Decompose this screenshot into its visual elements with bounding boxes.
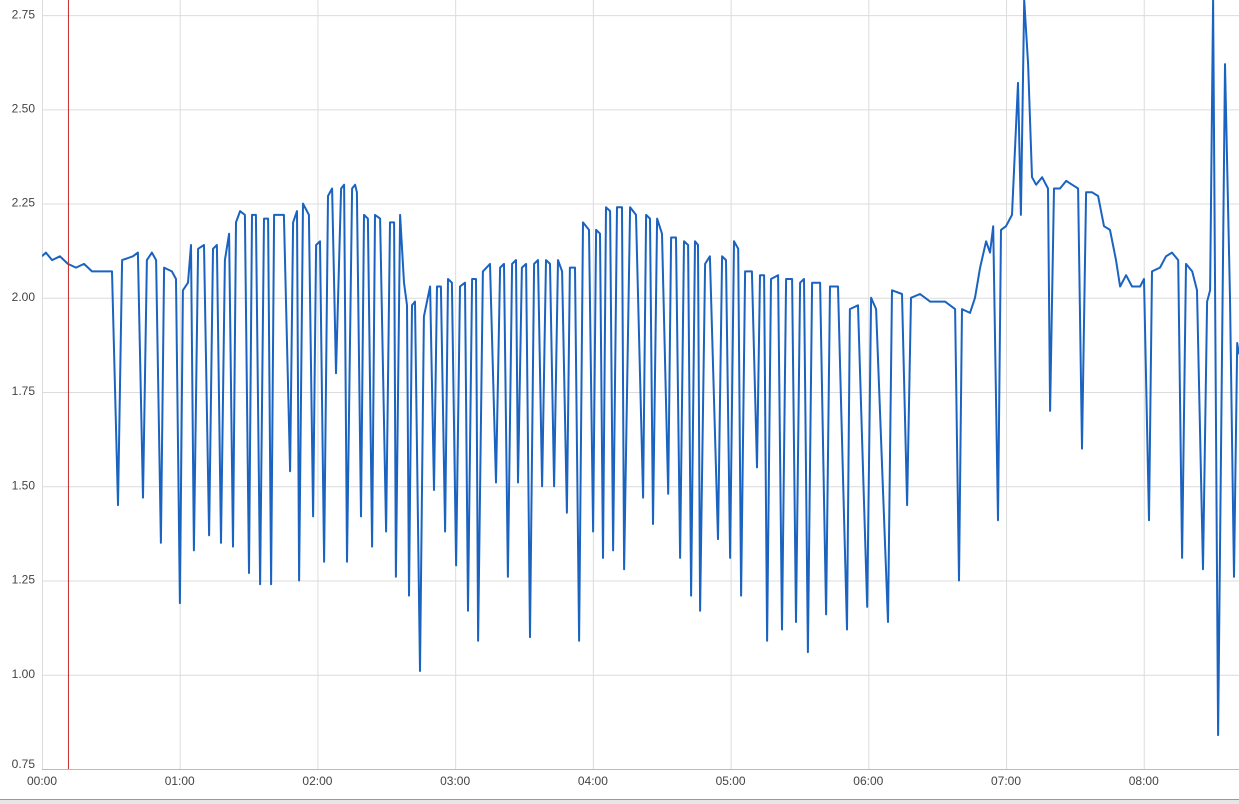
data-line bbox=[42, 0, 1239, 737]
x-tick-label: 04:00 bbox=[578, 774, 608, 788]
y-tick-label: 1.75 bbox=[12, 384, 36, 398]
x-tick-label: 03:00 bbox=[440, 774, 470, 788]
y-tick-label: 1.00 bbox=[12, 667, 36, 681]
x-tick-label: 02:00 bbox=[302, 774, 332, 788]
x-tick-label: 08:00 bbox=[1129, 774, 1159, 788]
y-tick-label: 2.25 bbox=[12, 196, 36, 210]
x-tick-label: 01:00 bbox=[165, 774, 195, 788]
x-tick-label: 05:00 bbox=[716, 774, 746, 788]
x-tick-label: 06:00 bbox=[853, 774, 883, 788]
y-tick-label: 2.50 bbox=[12, 101, 36, 115]
y-tick-label: 1.25 bbox=[12, 573, 36, 587]
y-tick-label: 2.00 bbox=[12, 290, 36, 304]
x-tick-label: 07:00 bbox=[991, 774, 1021, 788]
y-tick-label: 2.75 bbox=[12, 7, 36, 21]
y-tick-label: 1.50 bbox=[12, 478, 36, 492]
y-tick-label: 0.75 bbox=[12, 757, 36, 771]
x-tick-label: 00:00 bbox=[27, 774, 57, 788]
scrollbar[interactable] bbox=[0, 799, 1239, 804]
